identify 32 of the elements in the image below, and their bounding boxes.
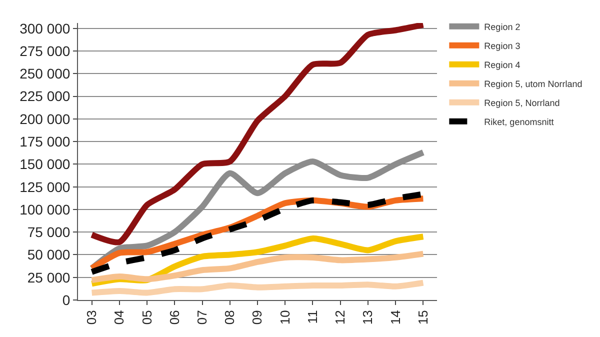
x-tick-label: 13 (360, 310, 376, 325)
y-tick-label: 50 000 (27, 246, 70, 263)
y-tick-label: 25 000 (27, 269, 70, 286)
legend-label: Riket, genomsnitt (484, 116, 554, 127)
legend-label: Region 2 (484, 22, 520, 32)
y-tick-label: 0 (62, 292, 70, 308)
legend-label: Region 4 (484, 60, 520, 70)
y-tick-label: 100 000 (20, 201, 70, 218)
x-tick-label: 10 (277, 310, 292, 325)
y-tick-label: 75 000 (27, 224, 70, 240)
x-tick-label: 15 (415, 310, 430, 325)
y-tick-label: 225 000 (20, 88, 70, 104)
y-tick-label: 250 000 (20, 66, 70, 82)
x-tick-label: 12 (332, 310, 348, 325)
x-tick-label: 05 (139, 310, 154, 325)
legend-label: Region 3 (484, 40, 520, 51)
legend-label: Region 5, Norrland (484, 98, 560, 108)
x-tick-label: 14 (388, 310, 403, 325)
y-tick-label: 300 000 (20, 20, 70, 36)
x-tick-label: 04 (112, 310, 127, 325)
x-tick-label: 08 (222, 310, 238, 325)
legend-label: Region 5, utom Norrland (484, 78, 582, 89)
y-tick-label: 125 000 (20, 178, 70, 195)
y-tick-label: 175 000 (20, 133, 70, 150)
y-tick-label: 200 000 (20, 110, 70, 127)
x-tick-label: 11 (304, 310, 320, 324)
y-tick-label: 275 000 (20, 42, 70, 59)
x-tick-label: 06 (166, 310, 182, 325)
x-tick-label: 09 (250, 310, 265, 325)
x-tick-label: 03 (84, 310, 100, 325)
x-tick-label: 07 (194, 310, 210, 325)
y-tick-label: 150 000 (20, 156, 70, 172)
